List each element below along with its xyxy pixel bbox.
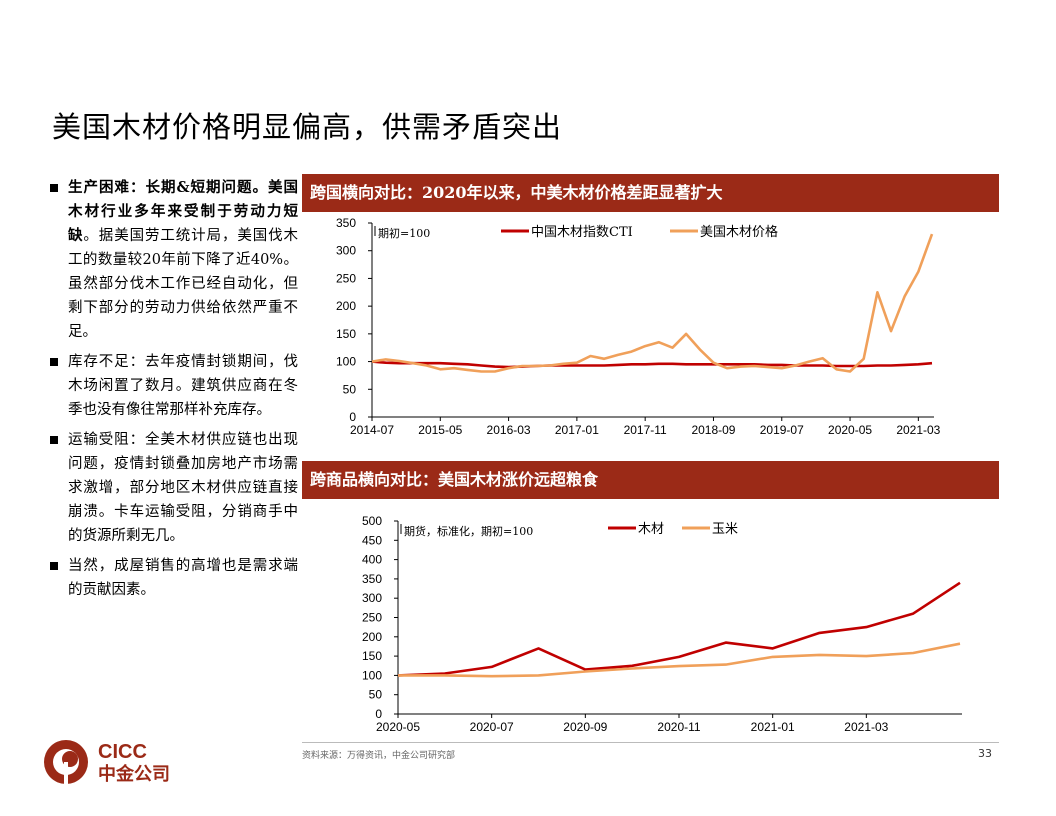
chart2-annotation: 期货，标准化，期初=100 — [404, 524, 533, 538]
chart2-y-tick-label: 100 — [362, 668, 382, 682]
page-title: 美国木材价格明显偏高，供需矛盾突出 — [52, 110, 563, 144]
chart1-x-tick-label: 2017-11 — [624, 423, 667, 437]
bullet-text: 运输受阻：全美木材供应链也出现问题，疫情封锁叠加房地产市场需求激增，部分地区木材… — [68, 432, 298, 544]
chart2-x-tick-label: 2021-03 — [844, 720, 888, 734]
chart2-y-tick-label: 50 — [369, 688, 383, 702]
chart1-legend-label: 美国木材价格 — [700, 224, 778, 240]
chart1-y-tick-label: 300 — [336, 244, 356, 258]
bullet-item: 运输受阻：全美木材供应链也出现问题，疫情封锁叠加房地产市场需求激增，部分地区木材… — [50, 428, 298, 548]
chart1-svg: 0 50 100 150 200 250 300 350 2014-07 2015-05 2016-… — [336, 216, 941, 437]
square-bullet-icon — [50, 358, 58, 366]
square-bullet-icon — [50, 436, 58, 444]
chart1-y-tick-label: 100 — [336, 355, 356, 369]
chart2-series-line — [398, 642, 961, 678]
chart2-y-tick-label: 0 — [375, 707, 382, 721]
chart2-y-tick-label: 500 — [362, 514, 382, 528]
chart1-x-tick-label: 2019-07 — [760, 423, 804, 437]
chart1-x-tick-label: 2021-03 — [896, 423, 940, 437]
bullet-text: 库存不足：去年疫情封锁期间，伐木场闲置了数月。建筑供应商在冬季也没有像往常那样补… — [68, 354, 298, 418]
chart2-y-tick-label: 200 — [362, 630, 382, 644]
chart2-x-tick-label: 2020-09 — [563, 720, 607, 734]
bullet-list: 生产困难：长期&短期问题。美国木材行业多年来受制于劳动力短缺。据美国劳工统计局，… — [50, 176, 298, 608]
chart1-series-line — [371, 360, 933, 369]
bullet-item: 当然，成屋销售的高增也是需求端的贡献因素。 — [50, 554, 298, 602]
chart1-y-tick-label: 150 — [336, 327, 356, 341]
chart2-x-tick-label: 2020-11 — [657, 720, 700, 734]
chart2-y-tick-label: 150 — [362, 649, 382, 663]
chart2-legend-label: 木材 — [638, 522, 664, 537]
logo-text-en: CICC — [98, 741, 147, 763]
cicc-logo-icon: CICC 中金公司 — [44, 740, 170, 785]
chart2-x-tick-label: 2020-05 — [376, 720, 420, 734]
chart1-x-tick-label: 2018-09 — [691, 423, 735, 437]
chart1-y-tick-label: 0 — [349, 410, 356, 424]
cicc-logo: CICC 中金公司 — [42, 738, 202, 788]
chart1-series-line — [371, 233, 934, 373]
chart1-y-tick-label: 350 — [336, 216, 356, 230]
chart2-x-tick-label: 2020-07 — [470, 720, 514, 734]
square-bullet-icon — [50, 562, 58, 570]
chart2-y-tick-label: 350 — [362, 572, 382, 586]
source-note: 资料来源：万得资讯，中金公司研究部 — [302, 751, 456, 761]
chart1-x-tick-label: 2014-07 — [350, 423, 394, 437]
bullet-bold-text: 生产困难：长期&短期问题。美国木材行业多年来受制于劳动力短缺 — [68, 179, 298, 244]
bullet-item: 库存不足：去年疫情封锁期间，伐木场闲置了数月。建筑供应商在冬季也没有像往常那样补… — [50, 350, 298, 422]
chart1-x-tick-label: 2017-01 — [555, 423, 599, 437]
chart1-x-tick-label: 2020-05 — [828, 423, 872, 437]
chart2-svg: 0 50 100 150 200 250 300 350 400 450 500 2020-05 202… — [362, 514, 962, 734]
chart2-x-tick-label: 2021-01 — [751, 720, 795, 734]
chart2-series-line — [397, 581, 961, 677]
chart1-annotation: 期初=100 — [378, 226, 430, 240]
chart1-y-tick-label: 200 — [336, 299, 356, 313]
chart1-legend-label: 中国木材指数CTI — [531, 225, 633, 240]
chart1-y-tick-label: 50 — [343, 382, 357, 396]
chart2-y-tick-label: 400 — [362, 553, 382, 567]
chart1-header: 跨国横向对比：2020年以来，中美木材价格差距显著扩大 — [302, 174, 999, 212]
bullet-item: 生产困难：长期&短期问题。美国木材行业多年来受制于劳动力短缺。据美国劳工统计局，… — [50, 176, 298, 344]
chart2-y-tick-label: 450 — [362, 533, 382, 547]
page-number: 33 — [978, 747, 992, 760]
chart1-x-tick-label: 2015-05 — [418, 423, 462, 437]
chart1-x-tick-label: 2016-03 — [487, 423, 531, 437]
bullet-text: 。据美国劳工统计局，美国伐木工的数量较20年前下降了近40%。虽然部分伐木工作已… — [68, 228, 299, 340]
logo-text-cn: 中金公司 — [98, 763, 170, 785]
chart2-y-tick-label: 300 — [362, 591, 382, 605]
footer-divider — [302, 742, 999, 743]
chart1-y-tick-label: 250 — [336, 271, 356, 285]
chart2-legend-label: 玉米 — [712, 522, 738, 537]
square-bullet-icon — [50, 184, 58, 192]
bullet-text: 当然，成屋销售的高增也是需求端的贡献因素。 — [68, 558, 298, 598]
chart2-y-tick-label: 250 — [362, 611, 382, 625]
chart2-header: 跨商品横向对比：美国木材涨价远超粮食 — [302, 461, 999, 499]
